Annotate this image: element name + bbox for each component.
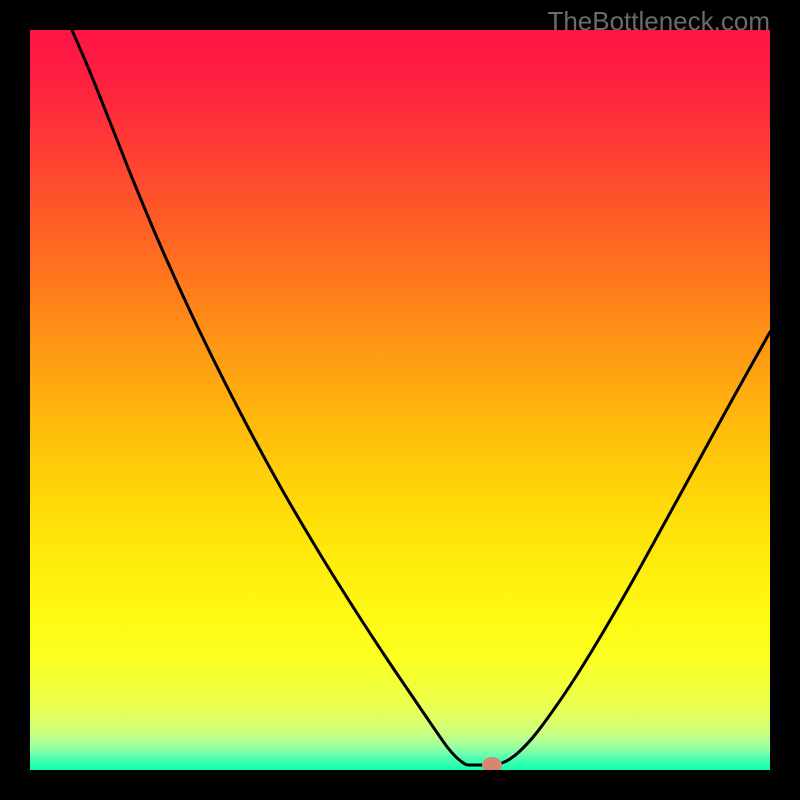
bottleneck-curve [30, 30, 770, 770]
optimal-point-marker [482, 757, 502, 770]
watermark-text: TheBottleneck.com [547, 6, 770, 37]
plot-area [30, 30, 770, 770]
